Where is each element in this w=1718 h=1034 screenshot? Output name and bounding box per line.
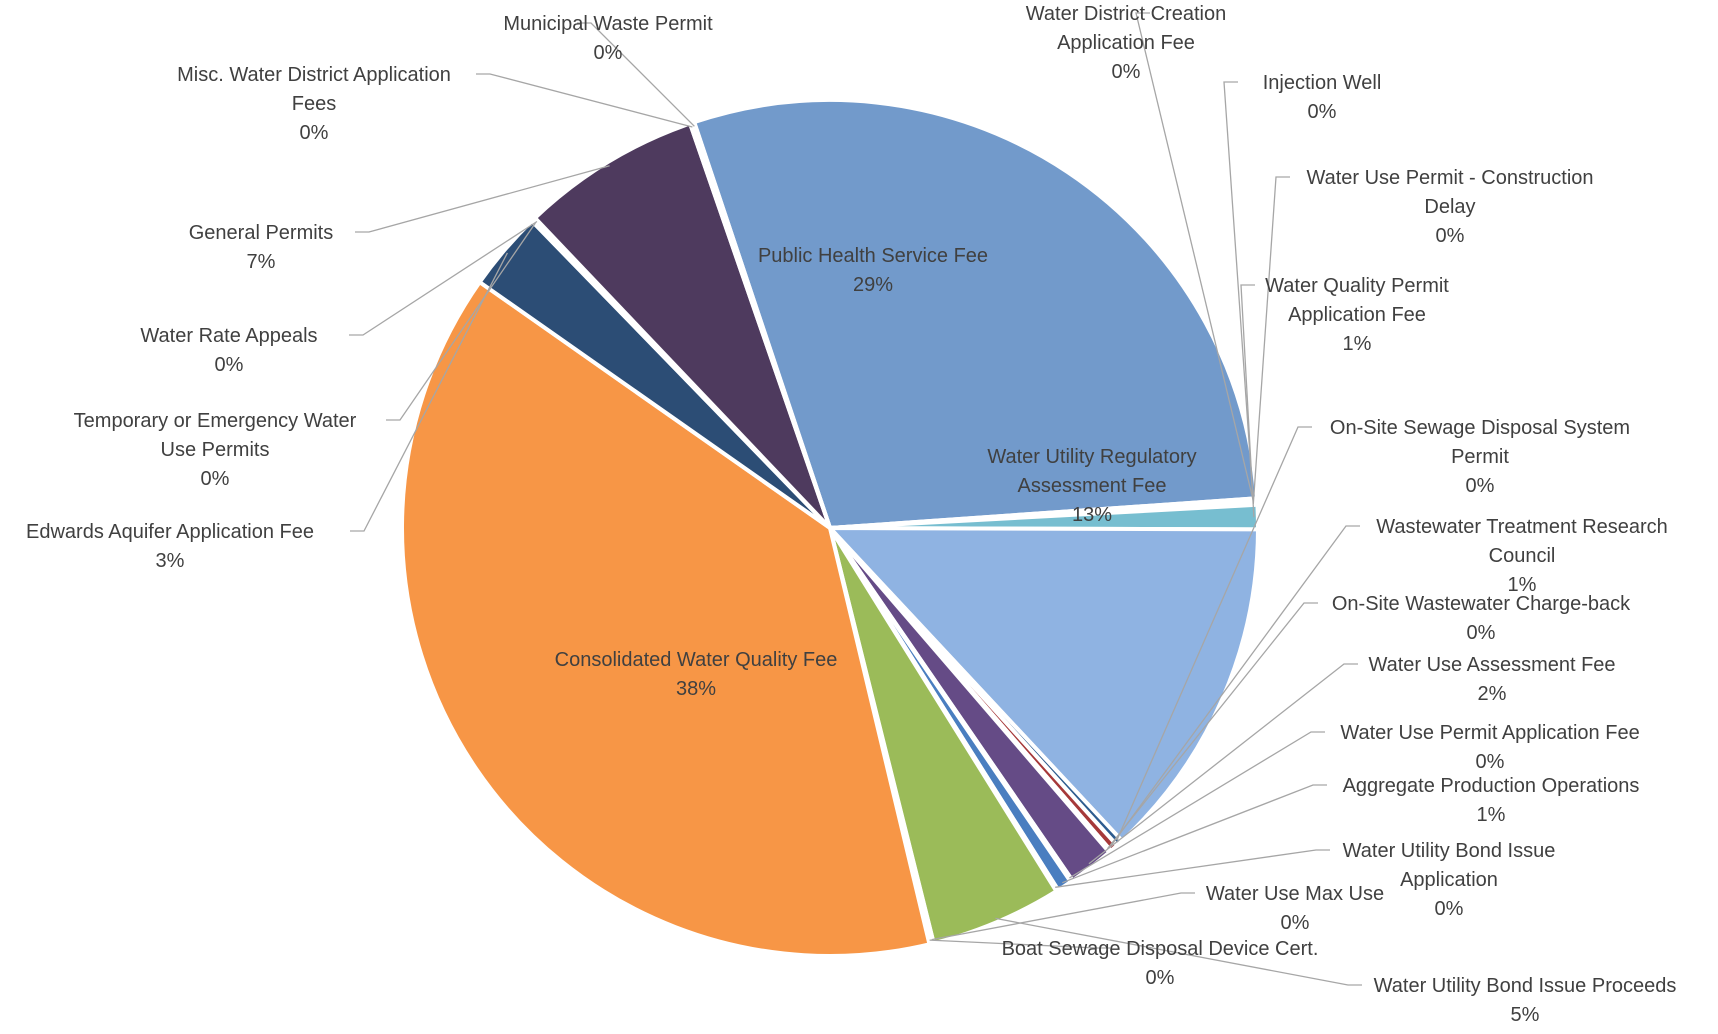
pie-slice-public-health-service-fee [692, 98, 1259, 530]
leader-line [995, 917, 1362, 986]
leader-line [1240, 284, 1255, 518]
slice-label: On-Site Sewage Disposal System Permit 0% [1330, 417, 1630, 497]
slice-label: Water Use Assessment Fee 2% [1368, 654, 1615, 705]
leader-line [1069, 731, 1325, 879]
slice-label: Aggregate Production Operations 1% [1343, 775, 1640, 826]
leader-line [1088, 663, 1358, 865]
slice-label: Injection Well 0% [1263, 72, 1382, 123]
slice-label: Water District Creation Application Fee 0% [1026, 3, 1226, 83]
slice-label: Edwards Aquifer Application Fee 3% [26, 521, 314, 572]
slice-label: Water Utility Regulatory Assessment Fee 13… [987, 446, 1196, 526]
slice-label: Wastewater Treatment Research Council 1% [1376, 516, 1668, 596]
leader-line [1252, 176, 1290, 504]
slice-label: Water Use Permit - Construction Delay 0% [1306, 167, 1593, 247]
slice-label: Water Use Permit Application Fee 0% [1340, 722, 1639, 773]
pie-slice-municipal-waste-permit [690, 120, 832, 530]
slice-label: Temporary or Emergency Water Use Permits 0… [74, 410, 357, 490]
pie-slice-general-permits [533, 121, 832, 530]
slice-label: On-Site Wastewater Charge-back 0% [1332, 593, 1631, 644]
leader-lines [349, 12, 1362, 986]
slice-label: Misc. Water District Application Fees 0% [177, 64, 451, 144]
leader-line [476, 73, 693, 128]
leader-line [1106, 602, 1318, 850]
leader-line [349, 220, 538, 336]
slice-label: Water Quality Permit Application Fee 1% [1265, 275, 1449, 355]
leader-line [1062, 784, 1327, 884]
pie-slice-consolidated-water-quality-fee [400, 280, 932, 958]
leader-line [355, 165, 610, 233]
slice-label: Water Utility Bond Issue Proceeds 5% [1374, 975, 1677, 1026]
leader-line [577, 22, 695, 127]
slice-label: Water Rate Appeals 0% [140, 325, 317, 376]
pie-slices [400, 98, 1261, 958]
slice-label: Public Health Service Fee 29% [758, 245, 988, 296]
slice-label: General Permits 7% [189, 222, 334, 273]
leader-line [1135, 12, 1254, 500]
slice-label: Water Utility Bond Issue Application 0% [1343, 840, 1556, 920]
leader-line [1223, 81, 1254, 502]
leader-line [1055, 849, 1330, 888]
leader-line [1116, 426, 1312, 841]
leader-line [386, 222, 536, 421]
leader-line [350, 252, 508, 532]
slice-labels: Public Health Service Fee 29% Water Distri… [26, 3, 1676, 1026]
slice-label: Municipal Waste Permit 0% [503, 13, 713, 64]
leader-line [1110, 525, 1360, 846]
slice-label: Boat Sewage Disposal Device Cert. 0% [1002, 938, 1319, 989]
leader-line [929, 939, 1110, 949]
leader-line [931, 892, 1195, 941]
slice-label: Water Use Max Use 0% [1206, 883, 1384, 934]
slice-label: Consolidated Water Quality Fee 38% [555, 649, 838, 700]
